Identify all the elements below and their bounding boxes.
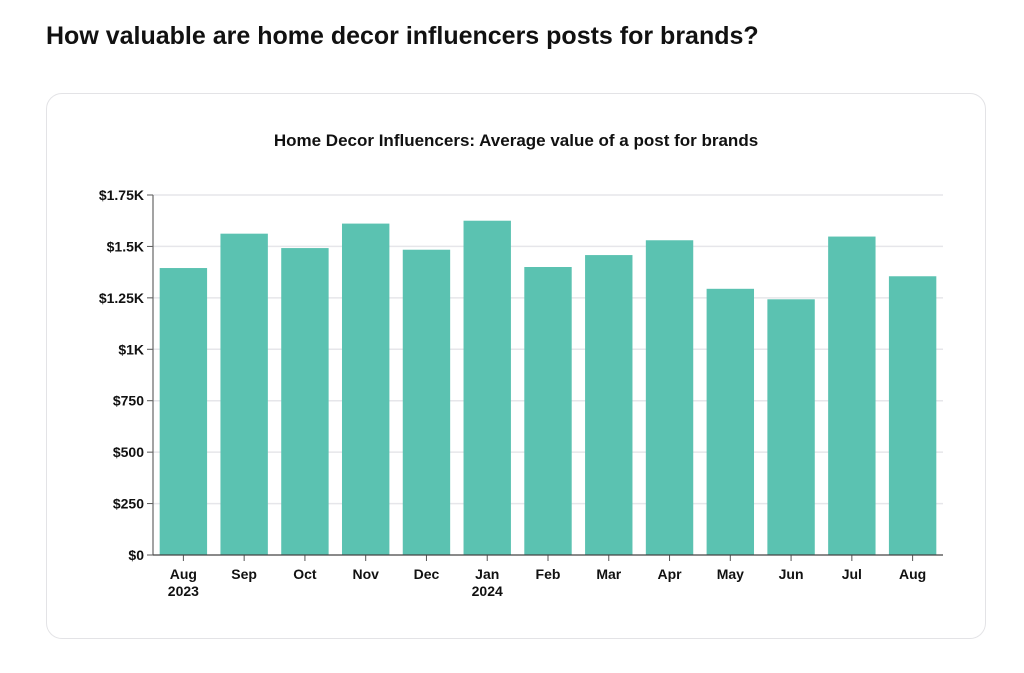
x-tick-label: Feb (536, 566, 561, 582)
y-tick-label: $1.75K (99, 187, 144, 203)
x-tick-label: 2024 (472, 583, 503, 599)
x-tick-label: Jun (779, 566, 804, 582)
bar (159, 268, 208, 555)
x-tick-label: May (717, 566, 744, 582)
x-tick-label: Jul (842, 566, 862, 582)
y-tick-label: $1.25K (99, 290, 144, 306)
bar (585, 255, 633, 555)
x-tick-label: Dec (414, 566, 440, 582)
x-tick-label: Nov (352, 566, 379, 582)
y-tick-label: $0 (128, 547, 144, 563)
y-tick-label: $500 (113, 444, 144, 460)
bar (706, 288, 755, 555)
x-tick-label: Oct (293, 566, 317, 582)
bar (463, 220, 511, 555)
y-tick-label: $1K (118, 341, 144, 357)
bar (828, 236, 876, 555)
x-tick-label: Aug (170, 566, 197, 582)
y-tick-label: $1.5K (107, 238, 144, 254)
x-tick-label: Apr (657, 566, 682, 582)
bar (220, 233, 268, 555)
x-tick-label: Mar (596, 566, 621, 582)
bar (341, 223, 390, 555)
y-tick-label: $250 (113, 496, 144, 512)
x-tick-label: 2023 (168, 583, 199, 599)
bar (281, 248, 329, 555)
bar (402, 249, 451, 555)
chart-title: Home Decor Influencers: Average value of… (274, 131, 758, 150)
bar (888, 276, 937, 555)
chart-card (46, 93, 986, 639)
bar (645, 240, 694, 555)
x-tick-label: Sep (231, 566, 257, 582)
bar (767, 299, 815, 555)
x-tick-label: Aug (899, 566, 926, 582)
x-tick-label: Jan (475, 566, 499, 582)
page-heading: How valuable are home decor influencers … (46, 22, 759, 50)
y-tick-label: $750 (113, 393, 144, 409)
bar (524, 267, 572, 555)
